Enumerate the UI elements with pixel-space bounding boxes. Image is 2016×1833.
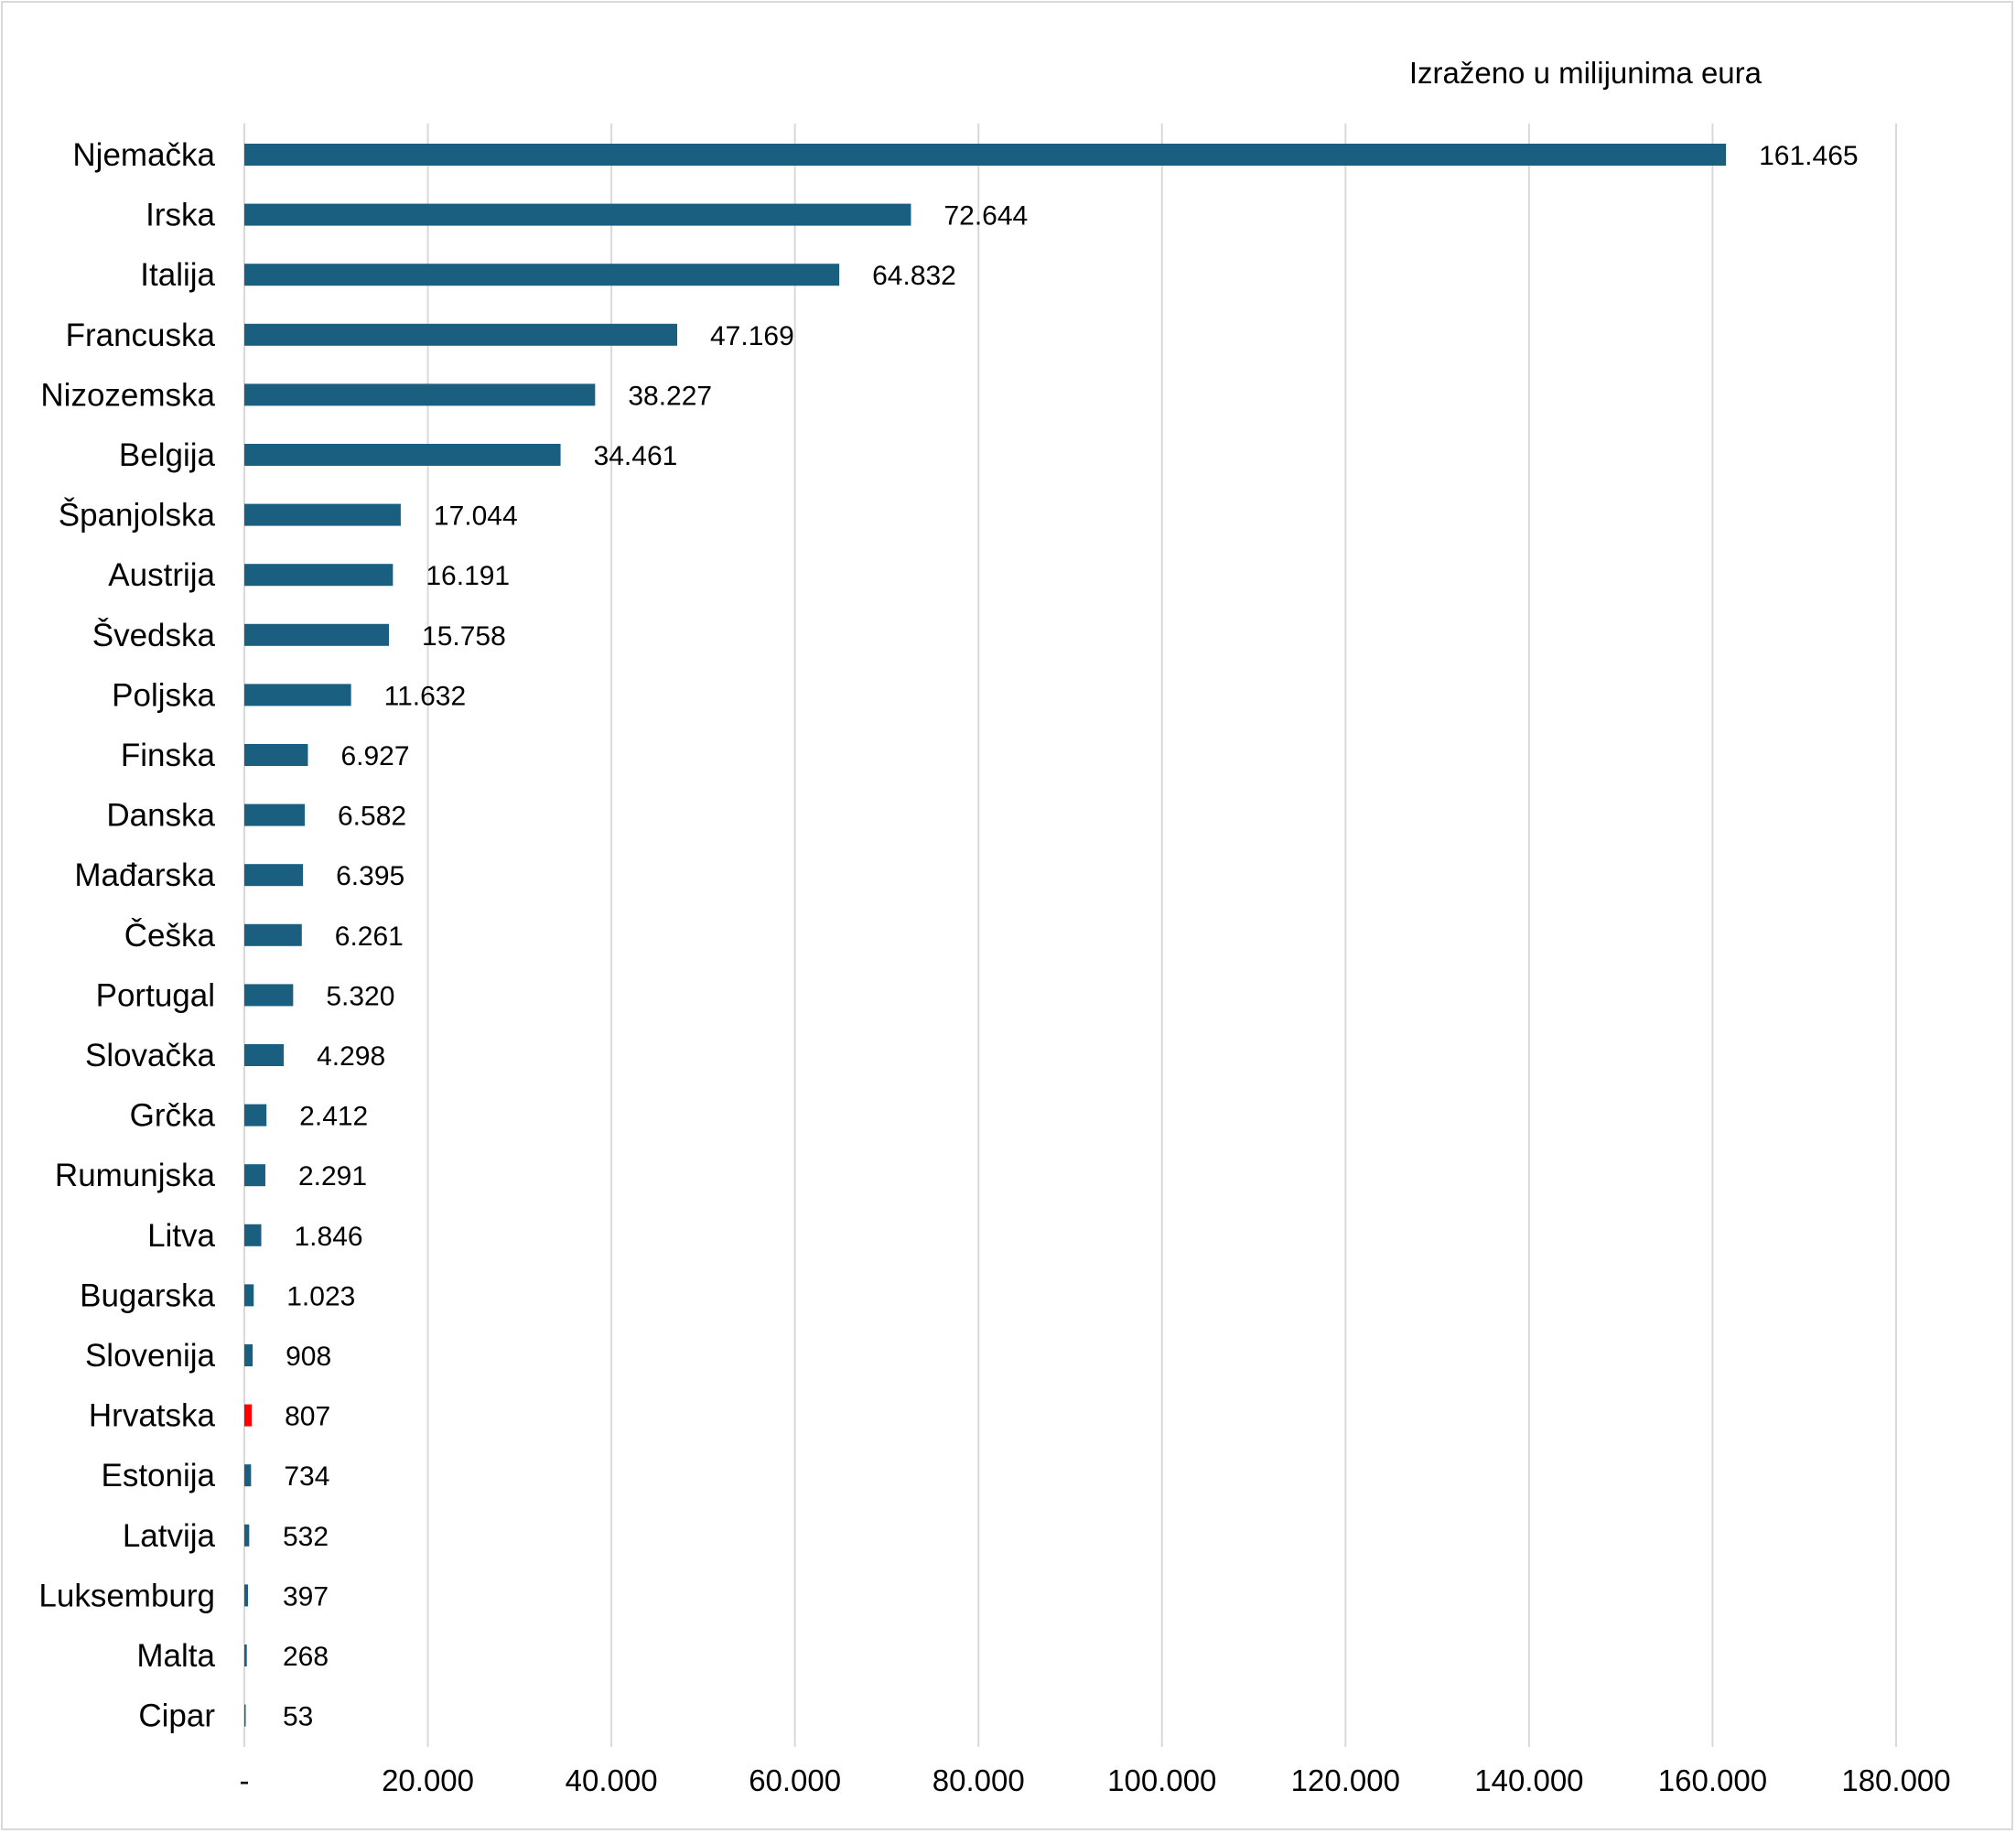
category-label: Rumunjska [55,1158,216,1193]
category-label: Luksemburg [38,1578,215,1613]
data-label: 2.291 [298,1161,367,1191]
bar [244,1584,248,1607]
category-label: Finska [121,738,216,773]
category-label: Nizozemska [40,377,215,413]
bar [244,383,596,406]
data-label: 397 [283,1581,329,1612]
category-label: Hrvatska [89,1398,216,1434]
data-label: 6.395 [336,861,404,891]
bar [244,1044,285,1066]
bar [244,1224,262,1246]
data-label: 34.461 [594,441,678,471]
bar-chart: - 20.000 40.000 60.000 80.000 100.000 120.000 1… [38,124,1951,1797]
bar [244,744,308,766]
data-label: 16.191 [426,561,510,591]
category-label: Slovačka [85,1038,216,1073]
bar [244,144,1727,166]
data-label: 72.644 [943,201,1028,232]
x-tick-label: 20.000 [382,1763,474,1797]
bar [244,503,401,526]
bar [244,1464,252,1487]
bar [244,323,678,346]
category-label: Francuska [66,318,216,353]
category-label: Irska [146,198,215,233]
category-label: Cipar [138,1698,215,1734]
data-label: 6.927 [340,741,409,771]
data-label: 11.632 [384,681,467,711]
x-tick-label: 100.000 [1107,1763,1216,1797]
category-label: Estonija [101,1458,215,1493]
data-label: 1.023 [286,1281,355,1311]
bar [244,264,840,286]
category-label: Litva [147,1218,215,1254]
category-label: Poljska [112,677,215,713]
category-label: Malta [136,1638,215,1674]
category-label: Švedska [92,618,216,653]
bar [244,623,390,646]
data-label: 38.227 [628,381,712,411]
data-label: 734 [284,1461,329,1492]
gridlines [243,124,1897,1747]
data-label: 2.412 [299,1102,368,1132]
data-label: 4.298 [317,1041,385,1072]
bar [244,1524,250,1547]
x-tick-label: 80.000 [933,1763,1025,1797]
category-label: Njemačka [72,137,215,173]
bar [244,1284,254,1307]
data-label: 1.846 [295,1222,363,1252]
category-label: Latvija [123,1518,216,1554]
category-label: Češka [124,918,216,954]
x-tick-label: - [240,1763,250,1797]
labels: - 20.000 40.000 60.000 80.000 100.000 120.000 1… [38,137,1950,1797]
data-label: 53 [283,1702,313,1732]
data-label: 47.169 [710,321,794,351]
x-tick-label: 180.000 [1841,1763,1950,1797]
category-label: Italija [140,257,215,293]
x-tick-label: 40.000 [566,1763,658,1797]
data-label: 807 [285,1402,330,1432]
bar [244,684,351,706]
category-label: Austrija [108,557,215,593]
unit-note: Izraženo u milijunima eura [1408,56,1762,90]
data-label: 15.758 [422,621,506,652]
x-tick-label: 120.000 [1291,1763,1400,1797]
data-label: 268 [283,1642,329,1672]
bar [244,1164,265,1187]
category-label: Mađarska [74,857,215,893]
bar [244,444,561,466]
data-label: 908 [286,1342,331,1372]
x-tick-label: 60.000 [749,1763,841,1797]
data-label: 6.261 [335,922,404,952]
bar [244,1404,253,1427]
category-label: Portugal [96,977,215,1013]
data-label: 6.582 [338,802,406,832]
bar [244,1644,247,1666]
data-label: 5.320 [326,981,394,1011]
bar [244,1104,267,1127]
category-label: Belgija [119,437,216,473]
x-tick-label: 160.000 [1658,1763,1767,1797]
bar [244,864,304,887]
data-label: 17.044 [434,501,518,532]
category-label: Španjolska [59,498,216,534]
x-tick-label: 140.000 [1474,1763,1583,1797]
bar [244,923,302,946]
bar [244,1344,253,1366]
category-label: Bugarska [80,1278,215,1313]
category-label: Slovenija [85,1338,216,1374]
bar [244,203,911,226]
data-label: 532 [283,1522,329,1552]
category-label: Grčka [130,1098,216,1134]
category-label: Danska [106,798,215,834]
bars [244,144,1727,1727]
bar [244,984,294,1007]
bar [244,1704,246,1727]
bar [244,803,306,826]
bar [244,564,393,587]
data-label: 161.465 [1759,141,1858,171]
data-label: 64.832 [872,261,956,291]
